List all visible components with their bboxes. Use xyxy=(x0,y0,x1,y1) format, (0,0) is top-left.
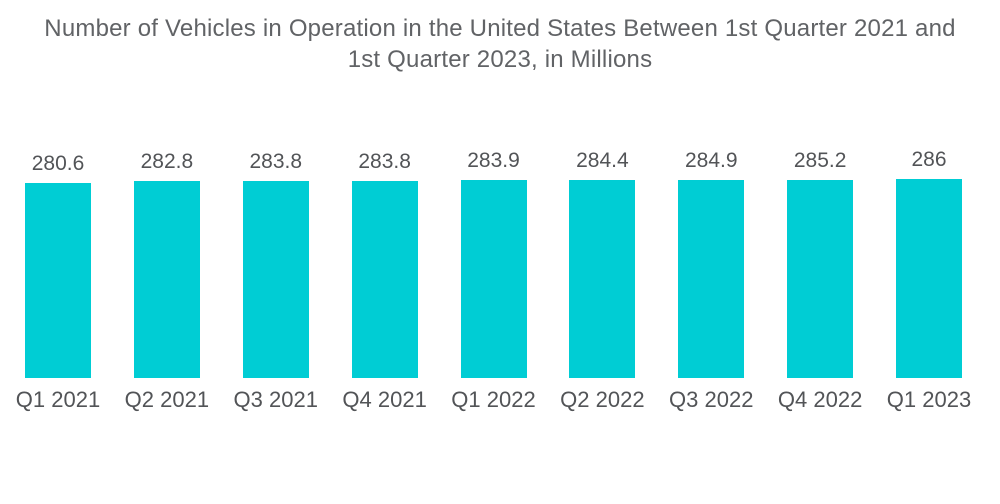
bar xyxy=(569,180,636,378)
bar xyxy=(896,179,962,378)
bar-value-label: 283.8 xyxy=(249,150,303,173)
bar-value-label: 285.2 xyxy=(793,149,847,172)
bar-chart: 280.6 Q1 2021 282.8 Q2 2021 283.8 Q3 2021 283.… xyxy=(16,140,971,412)
bar-category-label: Q3 2021 xyxy=(233,387,318,412)
bar-value-label: 282.8 xyxy=(140,150,194,173)
bar xyxy=(25,183,91,378)
bar-value-label: 286 xyxy=(911,148,947,171)
bar xyxy=(678,180,745,378)
bar-category-label: Q4 2021 xyxy=(342,387,427,412)
bar-value-label: 280.6 xyxy=(31,152,85,175)
bar-column: 285.2 Q4 2022 xyxy=(778,149,862,412)
bar-category-label: Q2 2022 xyxy=(560,387,645,412)
bar-category-label: Q2 2021 xyxy=(124,387,210,412)
bar-column: 282.8 Q2 2021 xyxy=(125,150,209,412)
bar-column: 283.9 Q1 2022 xyxy=(451,149,535,412)
bar-column: 284.4 Q2 2022 xyxy=(560,149,644,412)
bar-column: 280.6 Q1 2021 xyxy=(16,152,100,412)
bar-category-label: Q4 2022 xyxy=(777,387,863,412)
bar-column: 283.8 Q3 2021 xyxy=(234,150,318,412)
bar xyxy=(133,181,200,378)
bar xyxy=(242,181,309,378)
bar xyxy=(460,180,527,378)
bar-category-label: Q1 2022 xyxy=(451,387,536,412)
bar-value-label: 283.8 xyxy=(358,150,411,173)
bar-category-label: Q1 2023 xyxy=(886,387,972,412)
bar-column: 286 Q1 2023 xyxy=(887,148,971,412)
bar-value-label: 284.4 xyxy=(576,149,629,172)
bar xyxy=(787,180,854,378)
bar-category-label: Q3 2022 xyxy=(669,387,754,412)
bar-value-label: 283.9 xyxy=(467,149,520,172)
bar-category-label: Q1 2021 xyxy=(15,387,101,412)
bar xyxy=(351,181,418,378)
bar-column: 284.9 Q3 2022 xyxy=(669,149,753,412)
bar-value-label: 284.9 xyxy=(684,149,738,172)
chart-title: Number of Vehicles in Operation in the U… xyxy=(44,15,956,73)
bar-column: 283.8 Q4 2021 xyxy=(342,150,426,412)
